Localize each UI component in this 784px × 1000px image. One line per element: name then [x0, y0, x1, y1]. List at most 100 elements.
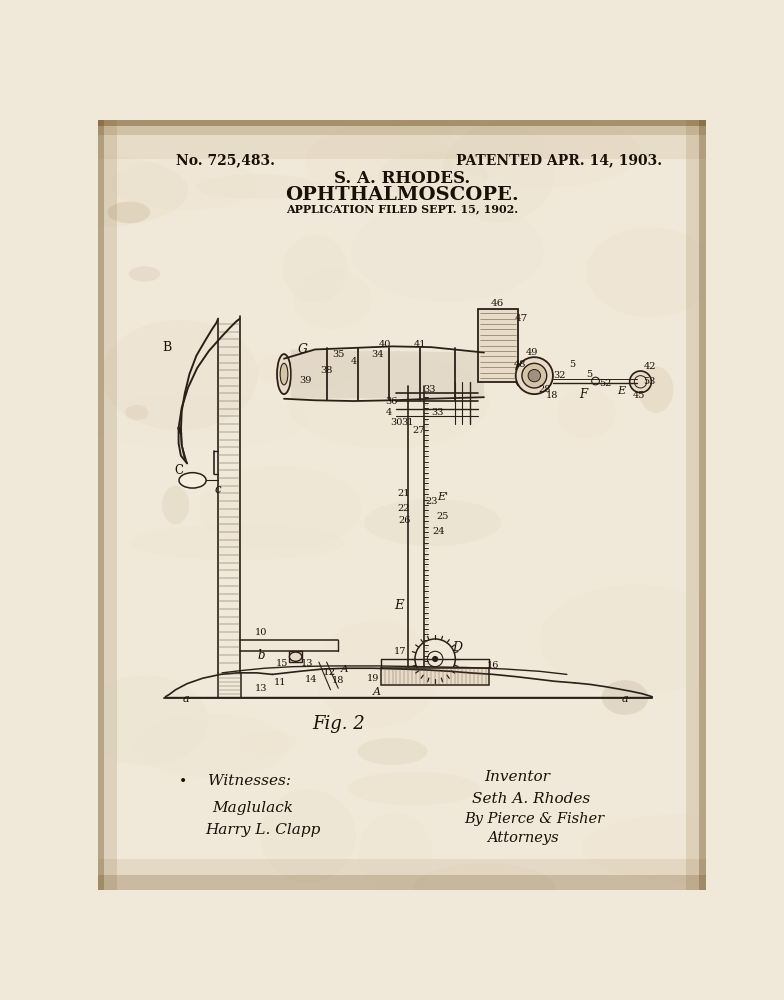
Text: PATENTED APR. 14, 1903.: PATENTED APR. 14, 1903.: [456, 153, 662, 167]
Text: 38: 38: [321, 366, 333, 375]
Bar: [98, 120, 118, 890]
Text: 47: 47: [514, 314, 528, 323]
Text: a: a: [182, 694, 189, 704]
Circle shape: [516, 357, 553, 394]
Ellipse shape: [583, 814, 784, 881]
Text: 36: 36: [385, 397, 397, 406]
Ellipse shape: [125, 405, 148, 420]
Text: 16: 16: [487, 661, 499, 670]
Text: E: E: [394, 599, 404, 612]
Ellipse shape: [129, 266, 160, 282]
Text: E: E: [617, 386, 625, 396]
Text: Seth A. Rhodes: Seth A. Rhodes: [471, 792, 590, 806]
Text: 33: 33: [431, 408, 444, 417]
Text: 4: 4: [350, 357, 357, 366]
Text: G: G: [298, 343, 307, 356]
Bar: [699, 120, 706, 890]
Text: 17: 17: [394, 647, 406, 656]
Text: 14: 14: [305, 675, 318, 684]
Text: 41: 41: [413, 340, 426, 349]
Text: No. 725,483.: No. 725,483.: [176, 153, 275, 167]
Ellipse shape: [638, 366, 673, 413]
Bar: [98, 120, 706, 135]
Text: a: a: [622, 694, 628, 704]
Text: 32: 32: [554, 371, 566, 380]
Text: 52: 52: [600, 379, 612, 388]
Text: 24: 24: [433, 527, 445, 536]
Text: B: B: [162, 341, 172, 354]
Text: 13: 13: [301, 659, 314, 668]
Text: 48: 48: [514, 360, 527, 369]
Text: 28: 28: [538, 385, 550, 394]
Text: 46: 46: [491, 299, 504, 308]
Text: Harry L. Clapp: Harry L. Clapp: [205, 823, 321, 837]
Text: 39: 39: [299, 376, 312, 385]
Circle shape: [630, 371, 652, 393]
Text: 40: 40: [379, 340, 391, 349]
Text: APPLICATION FILED SEPT. 15, 1902.: APPLICATION FILED SEPT. 15, 1902.: [285, 204, 518, 215]
Text: C: C: [174, 464, 183, 477]
Ellipse shape: [442, 124, 555, 222]
Ellipse shape: [260, 790, 356, 882]
Text: 10: 10: [255, 628, 267, 637]
Ellipse shape: [602, 680, 648, 715]
Bar: [98, 120, 104, 890]
Text: 34: 34: [371, 350, 383, 359]
Ellipse shape: [378, 152, 488, 198]
Text: 35: 35: [332, 350, 344, 359]
Text: 11: 11: [274, 678, 286, 687]
Bar: [98, 120, 706, 126]
Bar: [477, 309, 518, 382]
Circle shape: [522, 363, 546, 388]
Text: 21: 21: [397, 489, 410, 498]
Text: OPHTHALMOSCOPE.: OPHTHALMOSCOPE.: [285, 186, 519, 204]
Text: 42: 42: [644, 362, 656, 371]
Ellipse shape: [364, 499, 501, 546]
Text: 5: 5: [586, 370, 593, 379]
Ellipse shape: [162, 486, 189, 524]
Text: 30: 30: [390, 418, 402, 427]
Text: A: A: [341, 665, 348, 674]
Text: 5: 5: [569, 360, 575, 369]
Ellipse shape: [348, 772, 480, 805]
Polygon shape: [291, 349, 484, 399]
Bar: [686, 120, 706, 890]
Text: 18: 18: [332, 676, 344, 685]
Ellipse shape: [179, 473, 206, 488]
Ellipse shape: [241, 730, 296, 754]
Text: 19: 19: [367, 674, 379, 683]
Text: 31: 31: [401, 418, 414, 427]
Ellipse shape: [289, 652, 302, 661]
Text: 49: 49: [526, 348, 538, 357]
Ellipse shape: [107, 202, 151, 223]
Text: 13: 13: [255, 684, 267, 693]
Text: c: c: [215, 483, 221, 496]
Text: Maglulack: Maglulack: [212, 801, 294, 815]
Text: •: •: [179, 774, 187, 788]
Bar: [98, 120, 706, 158]
Bar: [289, 651, 302, 662]
Text: Fig. 2: Fig. 2: [312, 715, 365, 733]
Ellipse shape: [277, 354, 291, 394]
Text: 12: 12: [322, 668, 336, 677]
Ellipse shape: [358, 738, 427, 765]
Text: 53: 53: [644, 377, 656, 386]
Text: 18: 18: [546, 391, 558, 400]
Bar: [98, 859, 706, 890]
Ellipse shape: [280, 363, 288, 385]
Text: A: A: [373, 687, 381, 697]
Text: 22: 22: [397, 504, 410, 513]
Text: 15: 15: [275, 659, 288, 668]
Text: 45: 45: [633, 391, 645, 400]
Text: D: D: [452, 641, 462, 654]
Text: 33: 33: [423, 385, 436, 394]
Text: 23: 23: [425, 497, 437, 506]
Text: 25: 25: [437, 512, 449, 521]
Text: By Pierce & Fisher: By Pierce & Fisher: [464, 812, 604, 826]
Text: 27: 27: [412, 426, 425, 435]
Text: S. A. RHODES.: S. A. RHODES.: [334, 170, 470, 187]
Text: E': E': [437, 492, 448, 502]
Text: Attorneys: Attorneys: [487, 831, 559, 845]
Bar: [381, 668, 489, 685]
Circle shape: [432, 656, 438, 662]
